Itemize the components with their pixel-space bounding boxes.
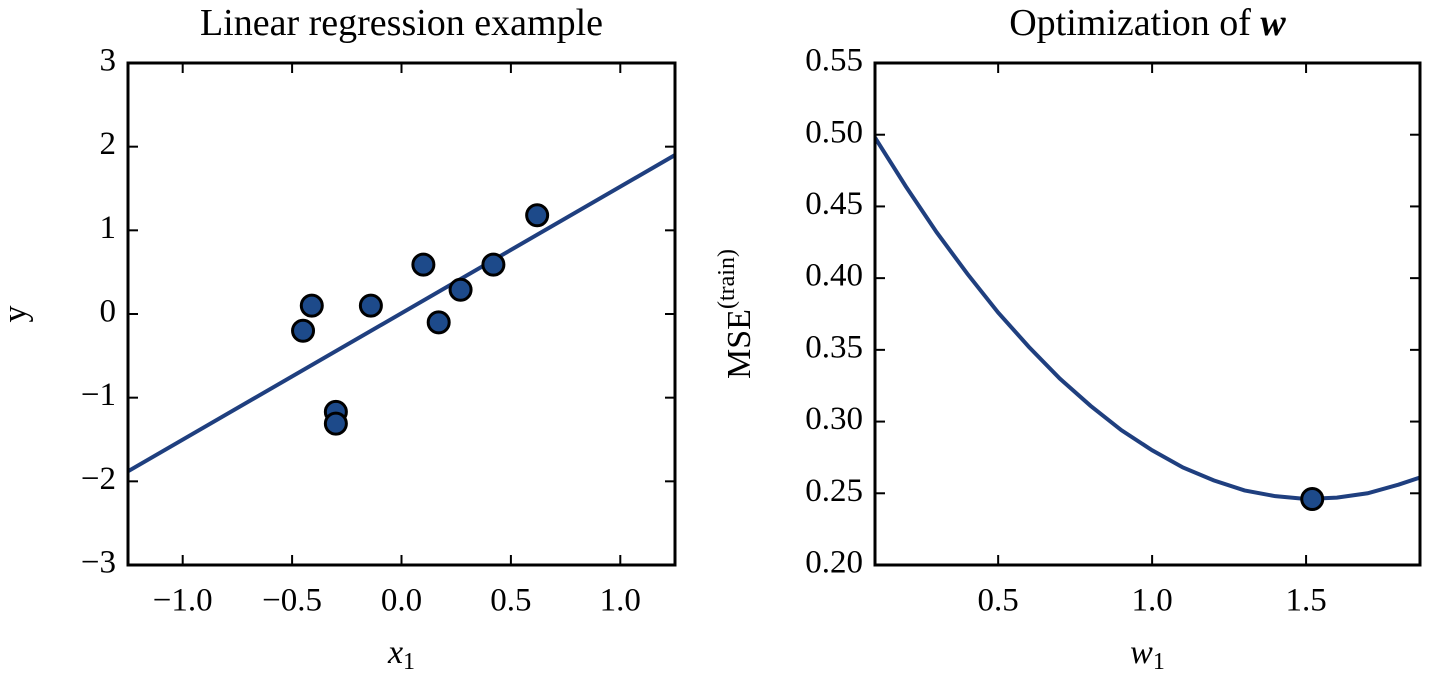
point bbox=[525, 203, 550, 228]
y-tick-label: −2 bbox=[81, 461, 116, 497]
x-label-sub: 1 bbox=[403, 649, 415, 675]
chart-title: Optimization of w bbox=[1009, 2, 1286, 44]
y-label-main: y bbox=[0, 306, 34, 323]
y-label-main: MSE bbox=[721, 309, 758, 379]
y-tick-label: 0 bbox=[100, 294, 117, 330]
y-tick-label: 0.55 bbox=[805, 43, 863, 79]
y-axis-label: MSE(train) bbox=[714, 249, 758, 379]
y-tick-label: 0.30 bbox=[805, 401, 863, 437]
y-tick-label: 1 bbox=[100, 210, 117, 246]
x-label-main: w bbox=[1130, 634, 1153, 671]
x-tick-label: 0.0 bbox=[381, 583, 422, 619]
x-tick-label: 1.0 bbox=[1131, 583, 1172, 619]
plot-frame bbox=[126, 61, 677, 567]
y-tick-label: 0.50 bbox=[805, 114, 863, 150]
point bbox=[426, 310, 451, 335]
x-label-sub: 1 bbox=[1153, 649, 1165, 675]
point bbox=[291, 318, 316, 343]
y-tick-label: 0.40 bbox=[805, 258, 863, 294]
point bbox=[481, 252, 506, 277]
plot-frame bbox=[873, 61, 1422, 567]
y-tick-label: 0.35 bbox=[805, 329, 863, 365]
line bbox=[128, 153, 675, 474]
y-tick-label: 0.45 bbox=[805, 186, 863, 222]
title-text: Linear regression example bbox=[200, 2, 603, 44]
title-text: Optimization of bbox=[1009, 2, 1251, 44]
point bbox=[448, 277, 473, 302]
point bbox=[323, 411, 348, 436]
title-math: w bbox=[1260, 2, 1286, 44]
x-tick-label: −0.5 bbox=[262, 583, 322, 619]
x-tick-label: 1.5 bbox=[1285, 583, 1326, 619]
point bbox=[1300, 487, 1325, 512]
x-tick-label: 1.0 bbox=[600, 583, 641, 619]
chart-title: Linear regression example bbox=[200, 2, 603, 44]
point bbox=[299, 293, 324, 318]
y-tick-label: 2 bbox=[100, 126, 117, 162]
x-axis-label: w1 bbox=[1130, 634, 1165, 675]
y-tick-label: 0.25 bbox=[805, 473, 863, 509]
x-tick-label: −1.0 bbox=[153, 583, 213, 619]
y-tick-label: 0.20 bbox=[805, 545, 863, 581]
x-tick-label: 0.5 bbox=[978, 583, 1019, 619]
y-axis-label: y bbox=[0, 306, 34, 323]
x-label-main: x bbox=[387, 634, 403, 671]
x-tick-label: 0.5 bbox=[490, 583, 531, 619]
y-label-sup: (train) bbox=[714, 249, 740, 309]
y-tick-label: −1 bbox=[81, 377, 116, 413]
y-tick-label: −3 bbox=[81, 545, 116, 581]
point bbox=[411, 252, 436, 277]
line bbox=[875, 136, 1420, 502]
point bbox=[358, 293, 383, 318]
y-tick-label: 3 bbox=[100, 43, 117, 79]
x-axis-label: x1 bbox=[387, 634, 415, 675]
